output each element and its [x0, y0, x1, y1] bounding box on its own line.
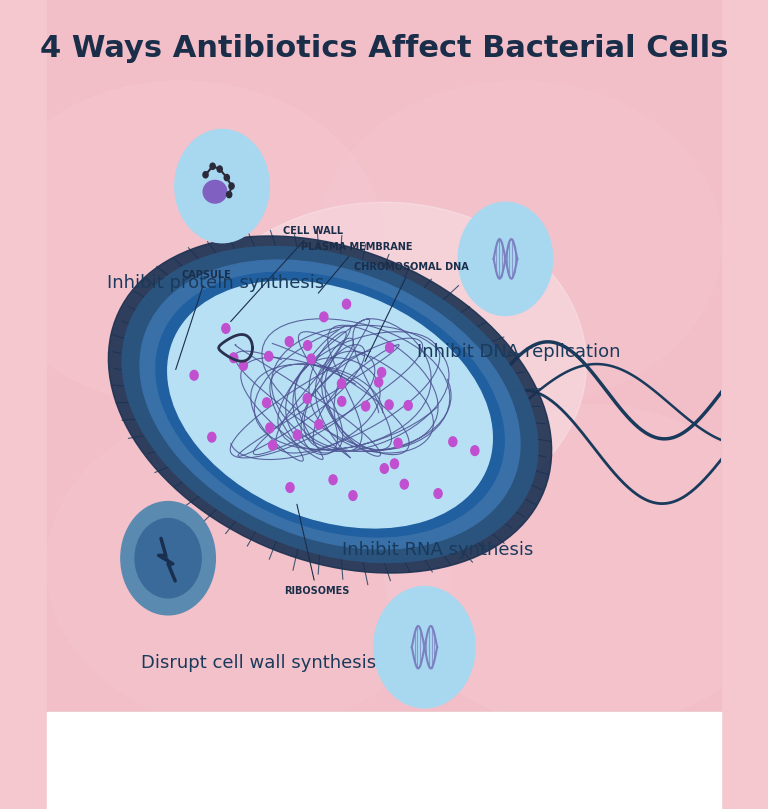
Ellipse shape: [384, 404, 768, 728]
Circle shape: [190, 371, 198, 380]
Circle shape: [385, 400, 393, 409]
Circle shape: [380, 464, 389, 473]
Text: CAPSULE: CAPSULE: [176, 270, 231, 370]
Text: Inhibit RNA synthesis: Inhibit RNA synthesis: [343, 541, 534, 559]
Circle shape: [471, 446, 479, 455]
Circle shape: [240, 361, 247, 371]
Circle shape: [386, 343, 394, 353]
Ellipse shape: [140, 260, 520, 549]
Circle shape: [390, 459, 399, 468]
Text: CELL WALL: CELL WALL: [230, 226, 343, 321]
Ellipse shape: [47, 404, 452, 728]
Circle shape: [375, 377, 382, 387]
Circle shape: [449, 437, 457, 447]
Circle shape: [329, 475, 337, 485]
Ellipse shape: [167, 281, 492, 528]
Text: of Public Health: of Public Health: [194, 752, 303, 765]
Ellipse shape: [108, 236, 551, 573]
Circle shape: [362, 401, 369, 411]
Circle shape: [303, 341, 312, 350]
Circle shape: [404, 400, 412, 410]
Circle shape: [203, 172, 208, 178]
Circle shape: [374, 587, 475, 708]
Polygon shape: [159, 539, 175, 581]
Circle shape: [458, 202, 553, 316]
Circle shape: [265, 351, 273, 361]
Circle shape: [121, 502, 215, 615]
Circle shape: [285, 337, 293, 346]
Circle shape: [286, 483, 294, 493]
Text: 4 Ways Antibiotics Affect Bacterial Cells: 4 Ways Antibiotics Affect Bacterial Cell…: [40, 34, 728, 63]
Circle shape: [224, 175, 230, 180]
Circle shape: [315, 420, 323, 430]
Text: CHROMOSOMAL DNA: CHROMOSOMAL DNA: [353, 262, 468, 362]
Circle shape: [135, 519, 201, 598]
Text: Disrupt cell wall synthesis: Disrupt cell wall synthesis: [141, 654, 376, 672]
Text: THE GEORGE WASHINGTON UNIVERSITY: THE GEORGE WASHINGTON UNIVERSITY: [131, 770, 303, 780]
Text: RESISTANCE: RESISTANCE: [337, 748, 471, 768]
Text: RIBOSOMES: RIBOSOMES: [284, 504, 349, 595]
Circle shape: [349, 491, 357, 501]
Ellipse shape: [316, 81, 721, 404]
Circle shape: [210, 163, 215, 169]
Text: Milken Institute School: Milken Institute School: [146, 736, 303, 749]
Circle shape: [269, 440, 276, 450]
Circle shape: [343, 299, 350, 309]
Circle shape: [338, 396, 346, 406]
Circle shape: [378, 367, 386, 377]
Circle shape: [303, 394, 311, 404]
Circle shape: [175, 129, 270, 243]
Text: Inhibit protein synthesis: Inhibit protein synthesis: [107, 274, 324, 292]
Circle shape: [263, 398, 270, 408]
Ellipse shape: [0, 81, 384, 404]
Ellipse shape: [156, 272, 504, 537]
Circle shape: [337, 379, 346, 388]
Ellipse shape: [181, 202, 587, 526]
Circle shape: [227, 192, 232, 197]
Ellipse shape: [122, 247, 538, 562]
Circle shape: [293, 430, 301, 440]
Circle shape: [266, 423, 274, 433]
Circle shape: [229, 183, 234, 189]
Circle shape: [208, 432, 216, 442]
Text: Inhibit DNA replication: Inhibit DNA replication: [417, 343, 621, 361]
Circle shape: [394, 438, 402, 448]
Text: ANTIBIOTIC: ANTIBIOTIC: [337, 731, 462, 750]
Circle shape: [400, 479, 409, 489]
Circle shape: [319, 312, 328, 322]
Text: PLASMA MEMBRANE: PLASMA MEMBRANE: [301, 242, 412, 293]
Circle shape: [222, 324, 230, 333]
Circle shape: [230, 353, 238, 362]
Circle shape: [307, 354, 316, 364]
Circle shape: [217, 166, 222, 172]
Ellipse shape: [204, 180, 227, 203]
Text: ACTION CENTER: ACTION CENTER: [337, 767, 512, 786]
Circle shape: [434, 489, 442, 498]
